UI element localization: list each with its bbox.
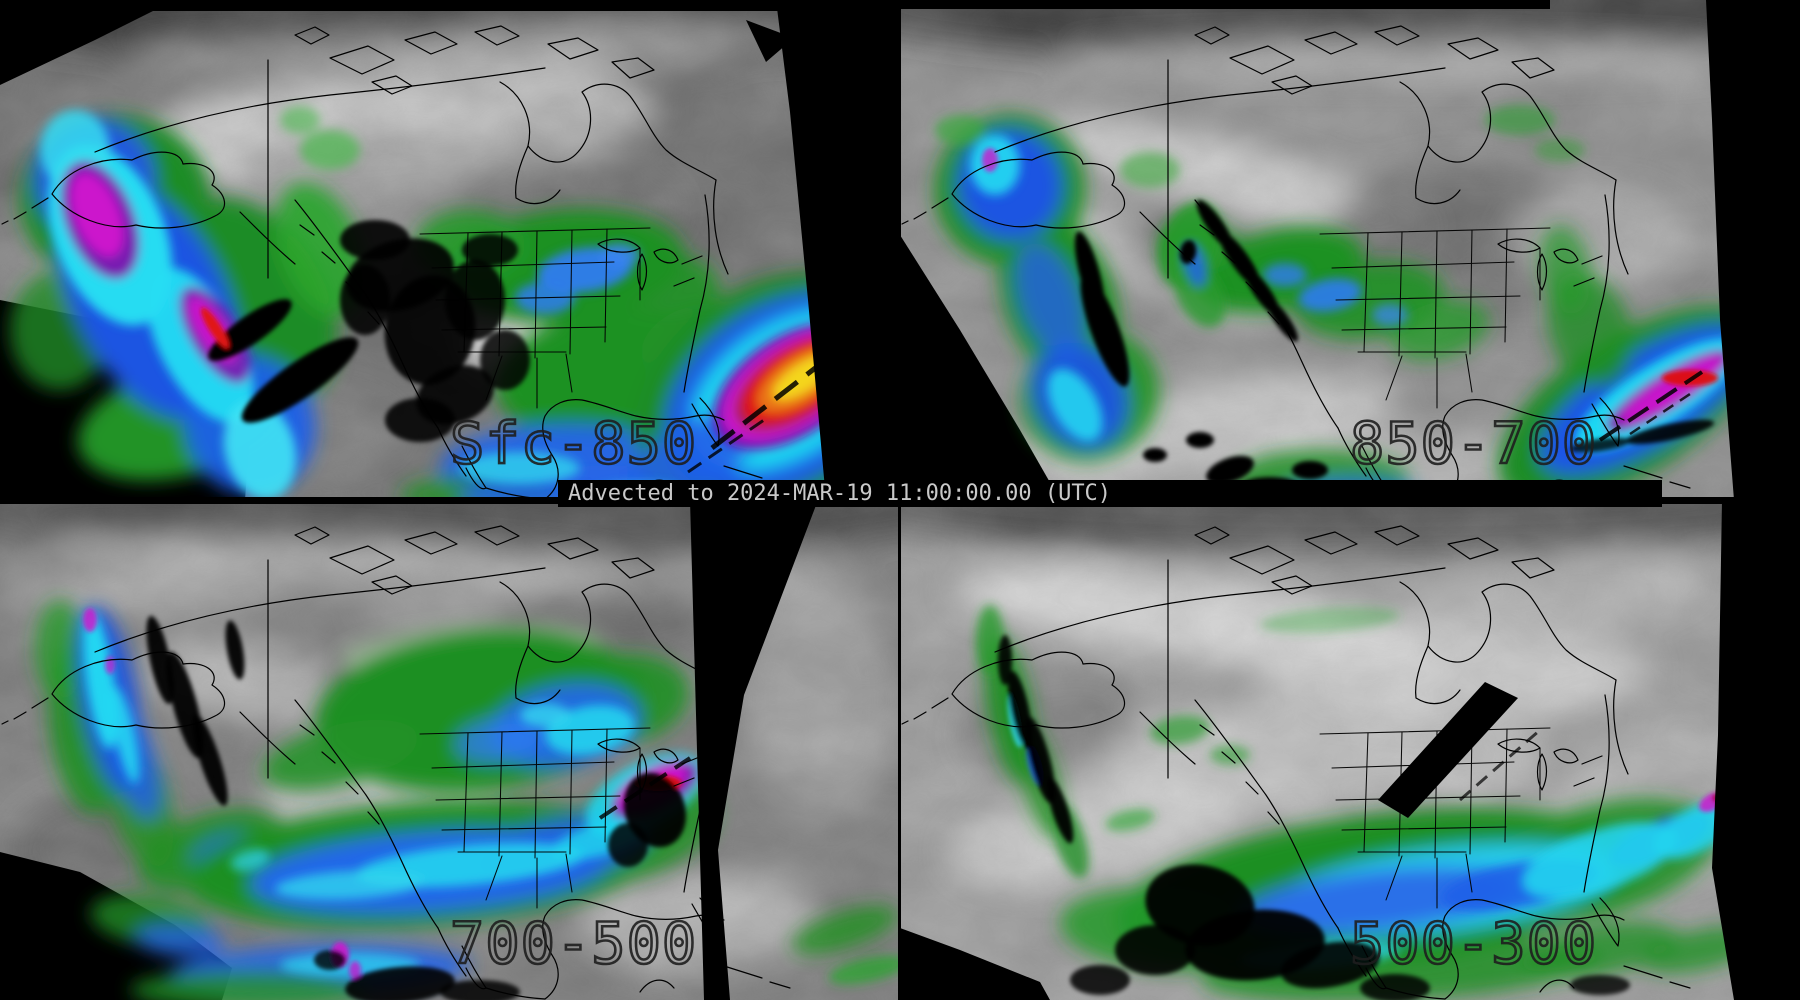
scanline-gap	[598, 756, 692, 820]
timestamp-bar: Advected to 2024-MAR-19 11:00:00.00 (UTC…	[558, 480, 1662, 507]
panel-label-sfc-850: Sfc-850	[450, 411, 697, 477]
satellite-map-700-500: 700-500	[0, 500, 900, 1000]
moisture-field-main	[35, 600, 898, 1000]
top-edge-strip	[900, 0, 1550, 9]
panel-label-700-500: 700-500	[450, 911, 697, 977]
dry-black-blotches	[83, 608, 687, 1000]
satellite-map-500-300: 500-300	[900, 500, 1800, 1000]
scanline-gap	[1629, 392, 1691, 436]
panel-label-500-300: 500-300	[1350, 911, 1597, 977]
satellite-map-850-700: 850-700	[900, 0, 1800, 500]
scan-edge-wedge	[690, 500, 818, 1000]
scan-edge-notch	[746, 20, 794, 62]
timestamp-text: Advected to 2024-MAR-19 11:00:00.00 (UTC…	[568, 481, 1112, 506]
top-edge-strip	[0, 500, 900, 504]
scanline-gap	[687, 418, 765, 474]
disk-edge-southwest	[900, 928, 1050, 1000]
disk-edge-southwest	[900, 235, 1060, 500]
scan-edge-wedge	[776, 0, 900, 500]
panel-label-850-700: 850-700	[1350, 411, 1597, 477]
dry-black-blotches	[200, 220, 530, 442]
scan-edge-diagonal-swath	[1378, 682, 1518, 818]
scanline-gap	[1459, 728, 1541, 802]
dry-black-blotches	[998, 635, 1725, 1000]
scan-edge-wedge	[1712, 500, 1800, 1000]
satellite-map-sfc-850: Sfc-850	[0, 0, 900, 500]
scan-edge-wedge	[1706, 0, 1800, 500]
top-edge-strip	[0, 0, 780, 11]
scanline-gap	[1598, 370, 1704, 442]
disk-edge-northwest	[0, 0, 175, 85]
